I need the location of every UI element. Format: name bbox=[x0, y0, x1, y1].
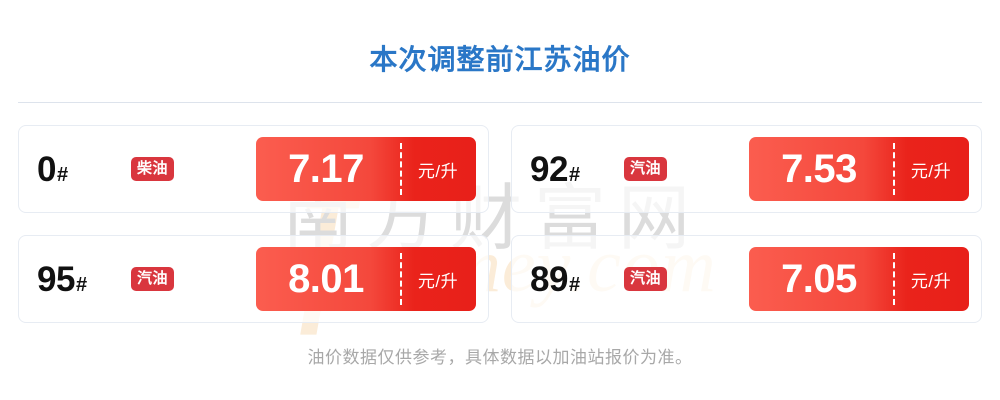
fuel-card: 89 # 汽油 7.05 元/升 bbox=[511, 235, 982, 323]
price-unit: 元/升 bbox=[910, 271, 952, 291]
page-title: 本次调整前江苏油价 bbox=[369, 44, 631, 75]
fuel-type-badge: 汽油 bbox=[131, 267, 175, 291]
fuel-grade-number: 89 bbox=[530, 259, 568, 299]
price-block: 7.17 元/升 bbox=[256, 137, 476, 201]
price-dashed-divider bbox=[400, 253, 402, 305]
fuel-grade-number: 0 bbox=[37, 149, 56, 189]
fuel-type-badge: 汽油 bbox=[624, 267, 668, 291]
fuel-grade: 92 # bbox=[530, 152, 608, 187]
fuel-grade-hash: # bbox=[56, 163, 69, 186]
fuel-card: 95 # 汽油 8.01 元/升 bbox=[18, 235, 489, 323]
fuel-type-badge: 汽油 bbox=[624, 157, 668, 181]
price-value: 8.01 bbox=[288, 256, 364, 301]
fuel-card: 0 # 柴油 7.17 元/升 bbox=[18, 125, 489, 213]
fuel-grade-hash: # bbox=[568, 163, 581, 186]
price-value: 7.17 bbox=[288, 146, 364, 191]
fuel-grade-hash: # bbox=[75, 273, 88, 296]
fuel-grade-number: 92 bbox=[530, 149, 568, 189]
price-unit: 元/升 bbox=[417, 161, 459, 181]
fuel-grade: 89 # bbox=[530, 262, 608, 297]
fuel-card-grid: 0 # 柴油 7.17 元/升 92 # 汽油 7.53 元/升 bbox=[18, 125, 982, 323]
price-block: 7.53 元/升 bbox=[749, 137, 969, 201]
price-dashed-divider bbox=[893, 143, 895, 195]
fuel-grade-number: 95 bbox=[37, 259, 75, 299]
price-dashed-divider bbox=[400, 143, 402, 195]
disclaimer-note: 油价数据仅供参考，具体数据以加油站报价为准。 bbox=[307, 348, 693, 367]
price-value: 7.53 bbox=[781, 146, 857, 191]
price-block: 8.01 元/升 bbox=[256, 247, 476, 311]
price-dashed-divider bbox=[893, 253, 895, 305]
price-block: 7.05 元/升 bbox=[749, 247, 969, 311]
fuel-grade: 95 # bbox=[37, 262, 115, 297]
fuel-type-badge: 柴油 bbox=[131, 157, 175, 181]
fuel-grade-hash: # bbox=[568, 273, 581, 296]
fuel-card: 92 # 汽油 7.53 元/升 bbox=[511, 125, 982, 213]
price-unit: 元/升 bbox=[910, 161, 952, 181]
title-divider bbox=[18, 102, 982, 103]
price-unit: 元/升 bbox=[417, 271, 459, 291]
price-value: 7.05 bbox=[781, 256, 857, 301]
fuel-grade: 0 # bbox=[37, 152, 115, 187]
